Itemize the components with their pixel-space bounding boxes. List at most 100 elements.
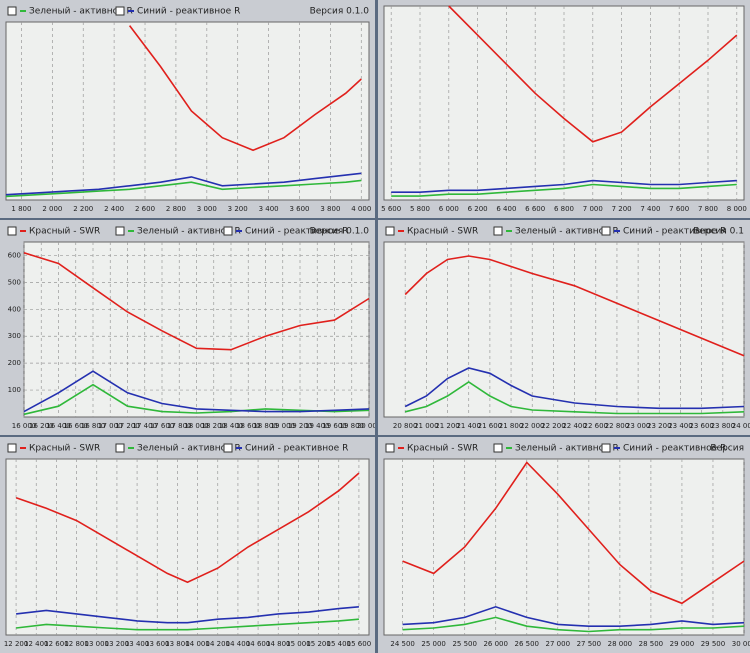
plot-area [5,458,370,636]
x-tick-label: 2 600 [135,205,155,213]
x-tick-label: 6 000 [439,205,459,213]
x-tick-label: 27 500 [577,640,602,648]
version-label: Версия 0.1.0 [310,7,370,17]
x-tick-label: 26 500 [515,640,540,648]
version-label: Версия [710,444,744,454]
x-tick-label: 19 800 [340,422,365,430]
x-tick-label: 16 000 [12,422,37,430]
version-label: Версия 0.1.0 [310,227,370,237]
x-tick-label: 5 800 [410,205,430,213]
x-tick-label: 19 400 [305,422,330,430]
legend-label: Зеленый - активное R [515,227,619,237]
series-line [402,461,745,605]
x-tick-label: 23 000 [626,422,651,430]
plot-area [383,241,745,418]
legend-checkbox [7,443,17,453]
legend-label: Синий - реактивное R [137,7,240,17]
x-tick-label: 2 800 [166,205,186,213]
x-tick-label: 12 400 [24,640,49,648]
chart-panel: 5 600 5 800 6 000 6 200 6 400 6 600 6 800 7 000… [378,0,750,218]
x-tick-label: 18 800 [253,422,278,430]
legend-label: Зеленый - активное R [137,227,241,237]
legend-checkbox [601,226,611,236]
x-tick-label: 25 000 [421,640,446,648]
x-tick-label: 7 200 [612,205,632,213]
x-tick-label: 22 600 [584,422,609,430]
legend-checkbox [115,443,125,453]
legend-checkbox [7,226,17,236]
x-tick-label: 14 200 [206,640,231,648]
series-line [402,616,745,633]
x-tick-label: 16 400 [46,422,71,430]
x-tick-label: 24 000 [732,422,750,430]
x-tick-label: 21 000 [414,422,439,430]
x-tick-label: 14 400 [226,640,251,648]
x-tick-label: 23 400 [668,422,693,430]
y-tick-label: 100 [8,386,21,394]
series-line [5,179,362,198]
x-tick-label: 18 400 [219,422,244,430]
chart-panel: Красный - SWR Зеленый - активное R Синий -… [378,220,750,435]
x-tick-label: 8 000 [727,205,747,213]
x-tick-label: 14 600 [246,640,271,648]
x-tick-label: 19 600 [322,422,347,430]
legend-label: Красный - SWR [29,444,100,454]
plot-area [5,21,370,201]
chart-panel: Красный - SWR Зеленый - активное R Синий -… [0,437,375,653]
x-tick-label: 16 600 [64,422,89,430]
x-tick-label: 17 000 [98,422,123,430]
legend-label: Красный - SWR [29,227,100,237]
x-tick-label: 7 400 [640,205,660,213]
legend-checkbox [115,6,125,16]
series-line [391,183,737,197]
legend-label: Зеленый - активное R [515,444,619,454]
legend-checkbox [223,443,233,453]
legend-checkbox [493,226,503,236]
x-tick-label: 21 400 [456,422,481,430]
x-tick-label: 12 600 [44,640,69,648]
x-tick-label: 28 000 [608,640,633,648]
series-line [391,179,737,193]
x-tick-label: 7 000 [583,205,603,213]
y-tick-label: 600 [8,251,21,259]
x-tick-label: 12 200 [4,640,29,648]
y-tick-label: 200 [8,359,21,367]
legend-checkbox [493,443,503,453]
series-line [23,252,370,351]
x-tick-label: 18 200 [202,422,227,430]
legend-label: Зеленый - активное R [137,444,241,454]
legend-label: Синий - реактивное R [245,227,348,237]
series-line [402,605,745,627]
x-tick-label: 13 000 [85,640,110,648]
x-tick-label: 17 800 [167,422,192,430]
x-tick-label: 29 500 [701,640,726,648]
x-tick-label: 5 600 [381,205,401,213]
legend-checkbox [385,443,395,453]
x-tick-label: 17 200 [115,422,140,430]
legend-checkbox [223,226,233,236]
legend-label: Синий - реактивное R [245,444,348,454]
legend-label: Красный - SWR [407,227,478,237]
x-tick-label: 22 800 [605,422,630,430]
x-tick-label: 6 800 [554,205,574,213]
legend-label: Синий - реактивное R [623,227,726,237]
series-line [404,255,745,357]
x-tick-label: 13 200 [105,640,130,648]
series-line [448,5,738,143]
x-tick-label: 2 400 [104,205,124,213]
x-tick-label: 21 600 [478,422,503,430]
x-tick-label: 21 200 [435,422,460,430]
legend-checkbox [7,6,17,16]
x-tick-label: 1 800 [11,205,31,213]
x-tick-label: 16 200 [29,422,54,430]
x-tick-label: 29 000 [670,640,695,648]
series-line [404,367,745,410]
x-tick-label: 18 600 [236,422,261,430]
x-tick-label: 14 000 [185,640,210,648]
series-line [16,606,359,624]
legend-label: Зеленый - активное R [29,7,133,17]
x-tick-label: 15 200 [306,640,331,648]
version-label: Версия 0.1 [693,227,744,237]
x-tick-label: 17 600 [150,422,175,430]
